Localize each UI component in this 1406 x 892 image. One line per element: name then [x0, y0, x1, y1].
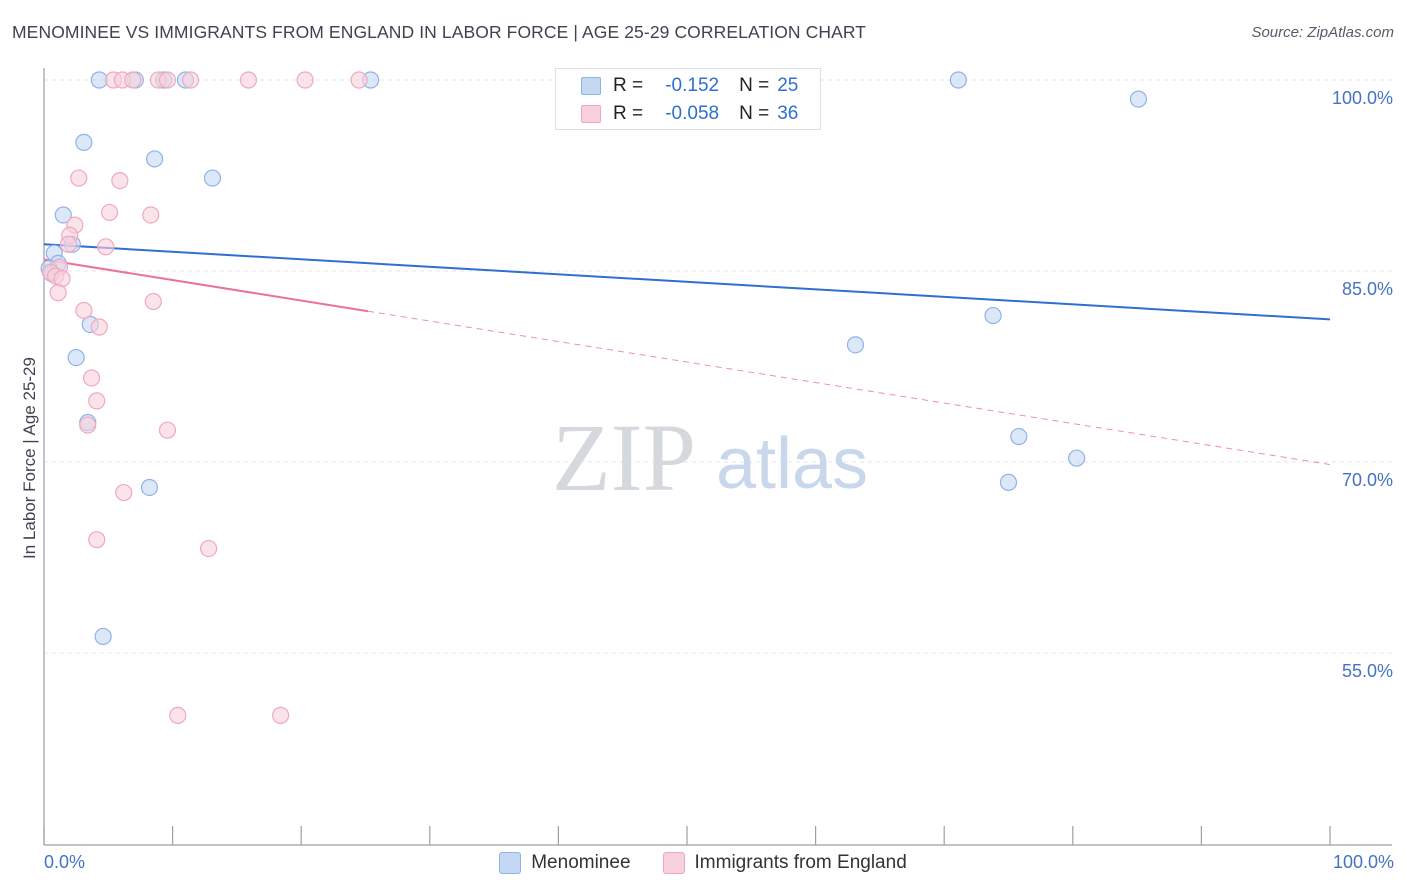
immigrants-england-point	[59, 235, 78, 253]
menominee-point	[67, 348, 85, 367]
menominee-point	[984, 306, 1002, 325]
immigrants-england-point	[158, 71, 177, 89]
menominee-point	[846, 336, 865, 354]
r-value: -0.058	[665, 103, 720, 124]
immigrants-england-swatch	[581, 105, 601, 123]
immigrants-england-point	[70, 169, 88, 187]
menominee-point	[999, 473, 1018, 491]
watermark-zip: ZIP	[552, 404, 696, 511]
immigrants-england-point	[111, 171, 129, 190]
immigrants-england-point	[200, 539, 218, 558]
immigrants-england-point	[144, 292, 162, 311]
menominee-point	[1129, 90, 1147, 108]
r-label: R =	[613, 103, 644, 124]
axes	[43, 68, 1392, 846]
immigrants-england-point	[79, 416, 97, 434]
menominee-point	[75, 133, 93, 151]
immigrants-england-point	[75, 301, 93, 320]
menominee-swatch	[581, 77, 601, 95]
immigrants-england-point	[350, 71, 368, 89]
menominee-point	[1068, 449, 1086, 467]
menominee-point	[1010, 427, 1028, 446]
chart-title: MENOMINEE VS IMMIGRANTS FROM ENGLAND IN …	[12, 22, 867, 42]
immigrants-england-point	[272, 706, 290, 724]
immigrants-england-point	[88, 392, 106, 410]
menominee-point	[203, 169, 222, 187]
menominee-point	[145, 150, 164, 168]
n-label: N =	[739, 75, 770, 96]
trend-lines	[43, 243, 1331, 466]
trend-line-dashed-1	[367, 310, 1331, 466]
immigrants-england-point	[142, 206, 160, 224]
immigrants-england-point	[158, 421, 177, 439]
x-tick-label-min: 0.0%	[44, 852, 86, 872]
menominee-point	[54, 206, 72, 224]
y-tick-label: 55.0%	[1342, 661, 1393, 681]
n-value: 36	[777, 103, 799, 124]
n-value: 25	[777, 75, 799, 96]
menominee-point	[94, 627, 112, 646]
data-points	[40, 71, 1147, 724]
y-tick-label: 70.0%	[1342, 470, 1393, 490]
immigrants-england-point	[90, 318, 108, 336]
source-credit: Source: ZipAtlas.com	[1251, 24, 1394, 41]
menominee-point	[140, 478, 159, 497]
immigrants-england-point	[82, 369, 101, 387]
series-legend: Menominee Immigrants from England	[0, 852, 1406, 874]
immigrants-england-point	[115, 483, 133, 502]
immigrants-england-point	[182, 71, 200, 89]
stats-row-immigrants-england: R = -0.058 N = 36	[556, 100, 798, 128]
x-tick-label-max: 100.0%	[1332, 852, 1394, 872]
stats-row-menominee: R = -0.152 N = 25	[556, 72, 798, 100]
watermark-atlas: atlas	[716, 424, 868, 504]
immigrants-england-point	[97, 238, 115, 256]
n-label: N =	[739, 103, 770, 124]
legend-swatch-immigrants-england	[662, 852, 685, 874]
immigrants-england-point	[239, 71, 258, 89]
trend-line-0	[43, 243, 1331, 321]
immigrants-england-point	[49, 284, 67, 302]
legend-swatch-menominee	[499, 852, 522, 874]
y-tick-label: 100.0%	[1332, 88, 1393, 108]
immigrants-england-point	[100, 203, 119, 222]
r-value: -0.152	[665, 75, 720, 96]
stats-legend: R = -0.152 N = 25 R = -0.058 N = 36	[555, 68, 821, 130]
r-label: R =	[613, 75, 644, 96]
immigrants-england-point	[296, 71, 314, 89]
y-tick-labels: 100.0% 85.0% 70.0% 55.0%	[1332, 88, 1393, 681]
trend-line-solid-1	[43, 258, 369, 313]
immigrants-england-point	[124, 71, 142, 89]
y-tick-label: 85.0%	[1342, 279, 1393, 299]
immigrants-england-point	[169, 706, 187, 724]
legend-label-menominee: Menominee	[531, 852, 631, 873]
legend-item-immigrants-england[interactable]: Immigrants from England	[662, 852, 907, 874]
legend-item-menominee[interactable]: Menominee	[499, 852, 631, 874]
watermark: ZIP atlas	[552, 404, 868, 511]
legend-label-immigrants-england: Immigrants from England	[694, 852, 907, 873]
immigrants-england-point	[88, 531, 106, 549]
menominee-point	[949, 71, 967, 89]
